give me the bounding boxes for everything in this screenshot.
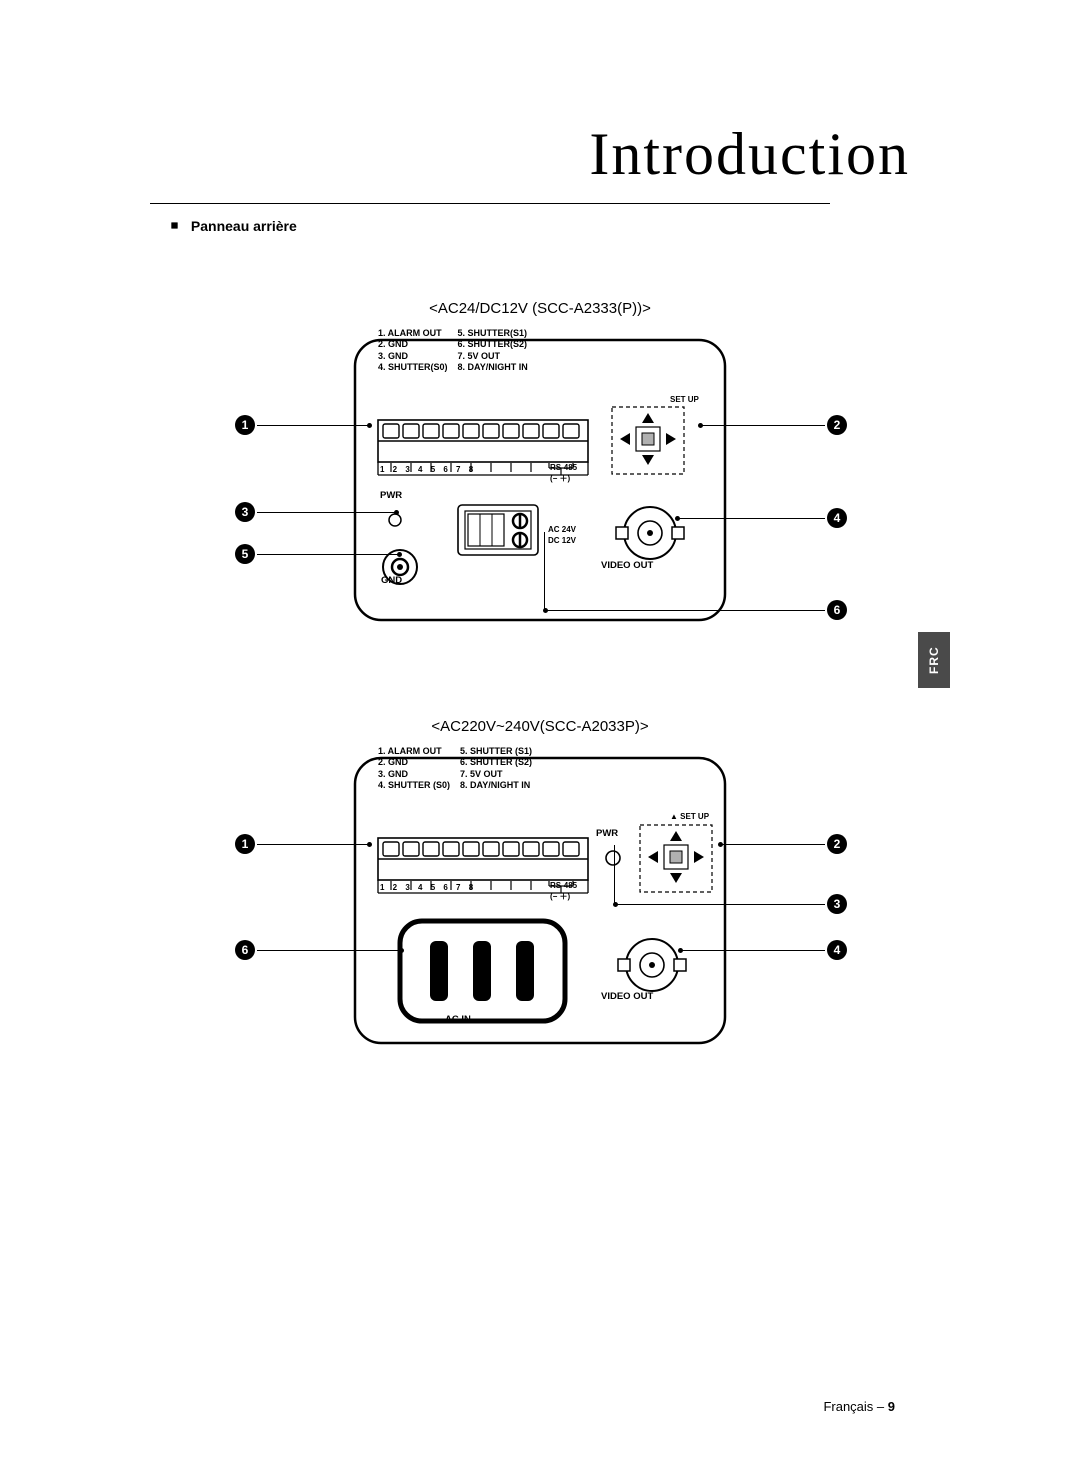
fig2-marker-1: 1 — [235, 834, 255, 854]
fig2-marker-3: 3 — [827, 894, 847, 914]
side-tab: FRC — [918, 632, 950, 688]
fig2-marker-6: 6 — [235, 940, 255, 960]
fig1-marker-4: 4 — [827, 508, 847, 528]
fig1-marker-3: 3 — [235, 502, 255, 522]
fig1-marker-6: 6 — [827, 600, 847, 620]
fig2-marker-4: 4 — [827, 940, 847, 960]
fig1-marker-1: 1 — [235, 415, 255, 435]
fig1-marker-5: 5 — [235, 544, 255, 564]
figure-ac24dc12v: <AC24/DC12V (SCC-A2333(P))> — [230, 300, 850, 625]
fig1-marker-2: 2 — [827, 415, 847, 435]
figure-ac220v: <AC220V~240V(SCC-A2033P)> — [230, 718, 850, 1048]
section-label: Panneau arrière — [170, 218, 297, 234]
diamond-bullet-icon — [168, 219, 181, 232]
page-title: Introduction — [589, 120, 910, 189]
header-rule — [150, 203, 830, 204]
footer-text: Français – — [823, 1399, 887, 1414]
footer-page-number: 9 — [888, 1399, 895, 1414]
section-label-text: Panneau arrière — [191, 218, 297, 234]
fig2-marker-2: 2 — [827, 834, 847, 854]
page-footer: Français – 9 — [823, 1399, 895, 1414]
